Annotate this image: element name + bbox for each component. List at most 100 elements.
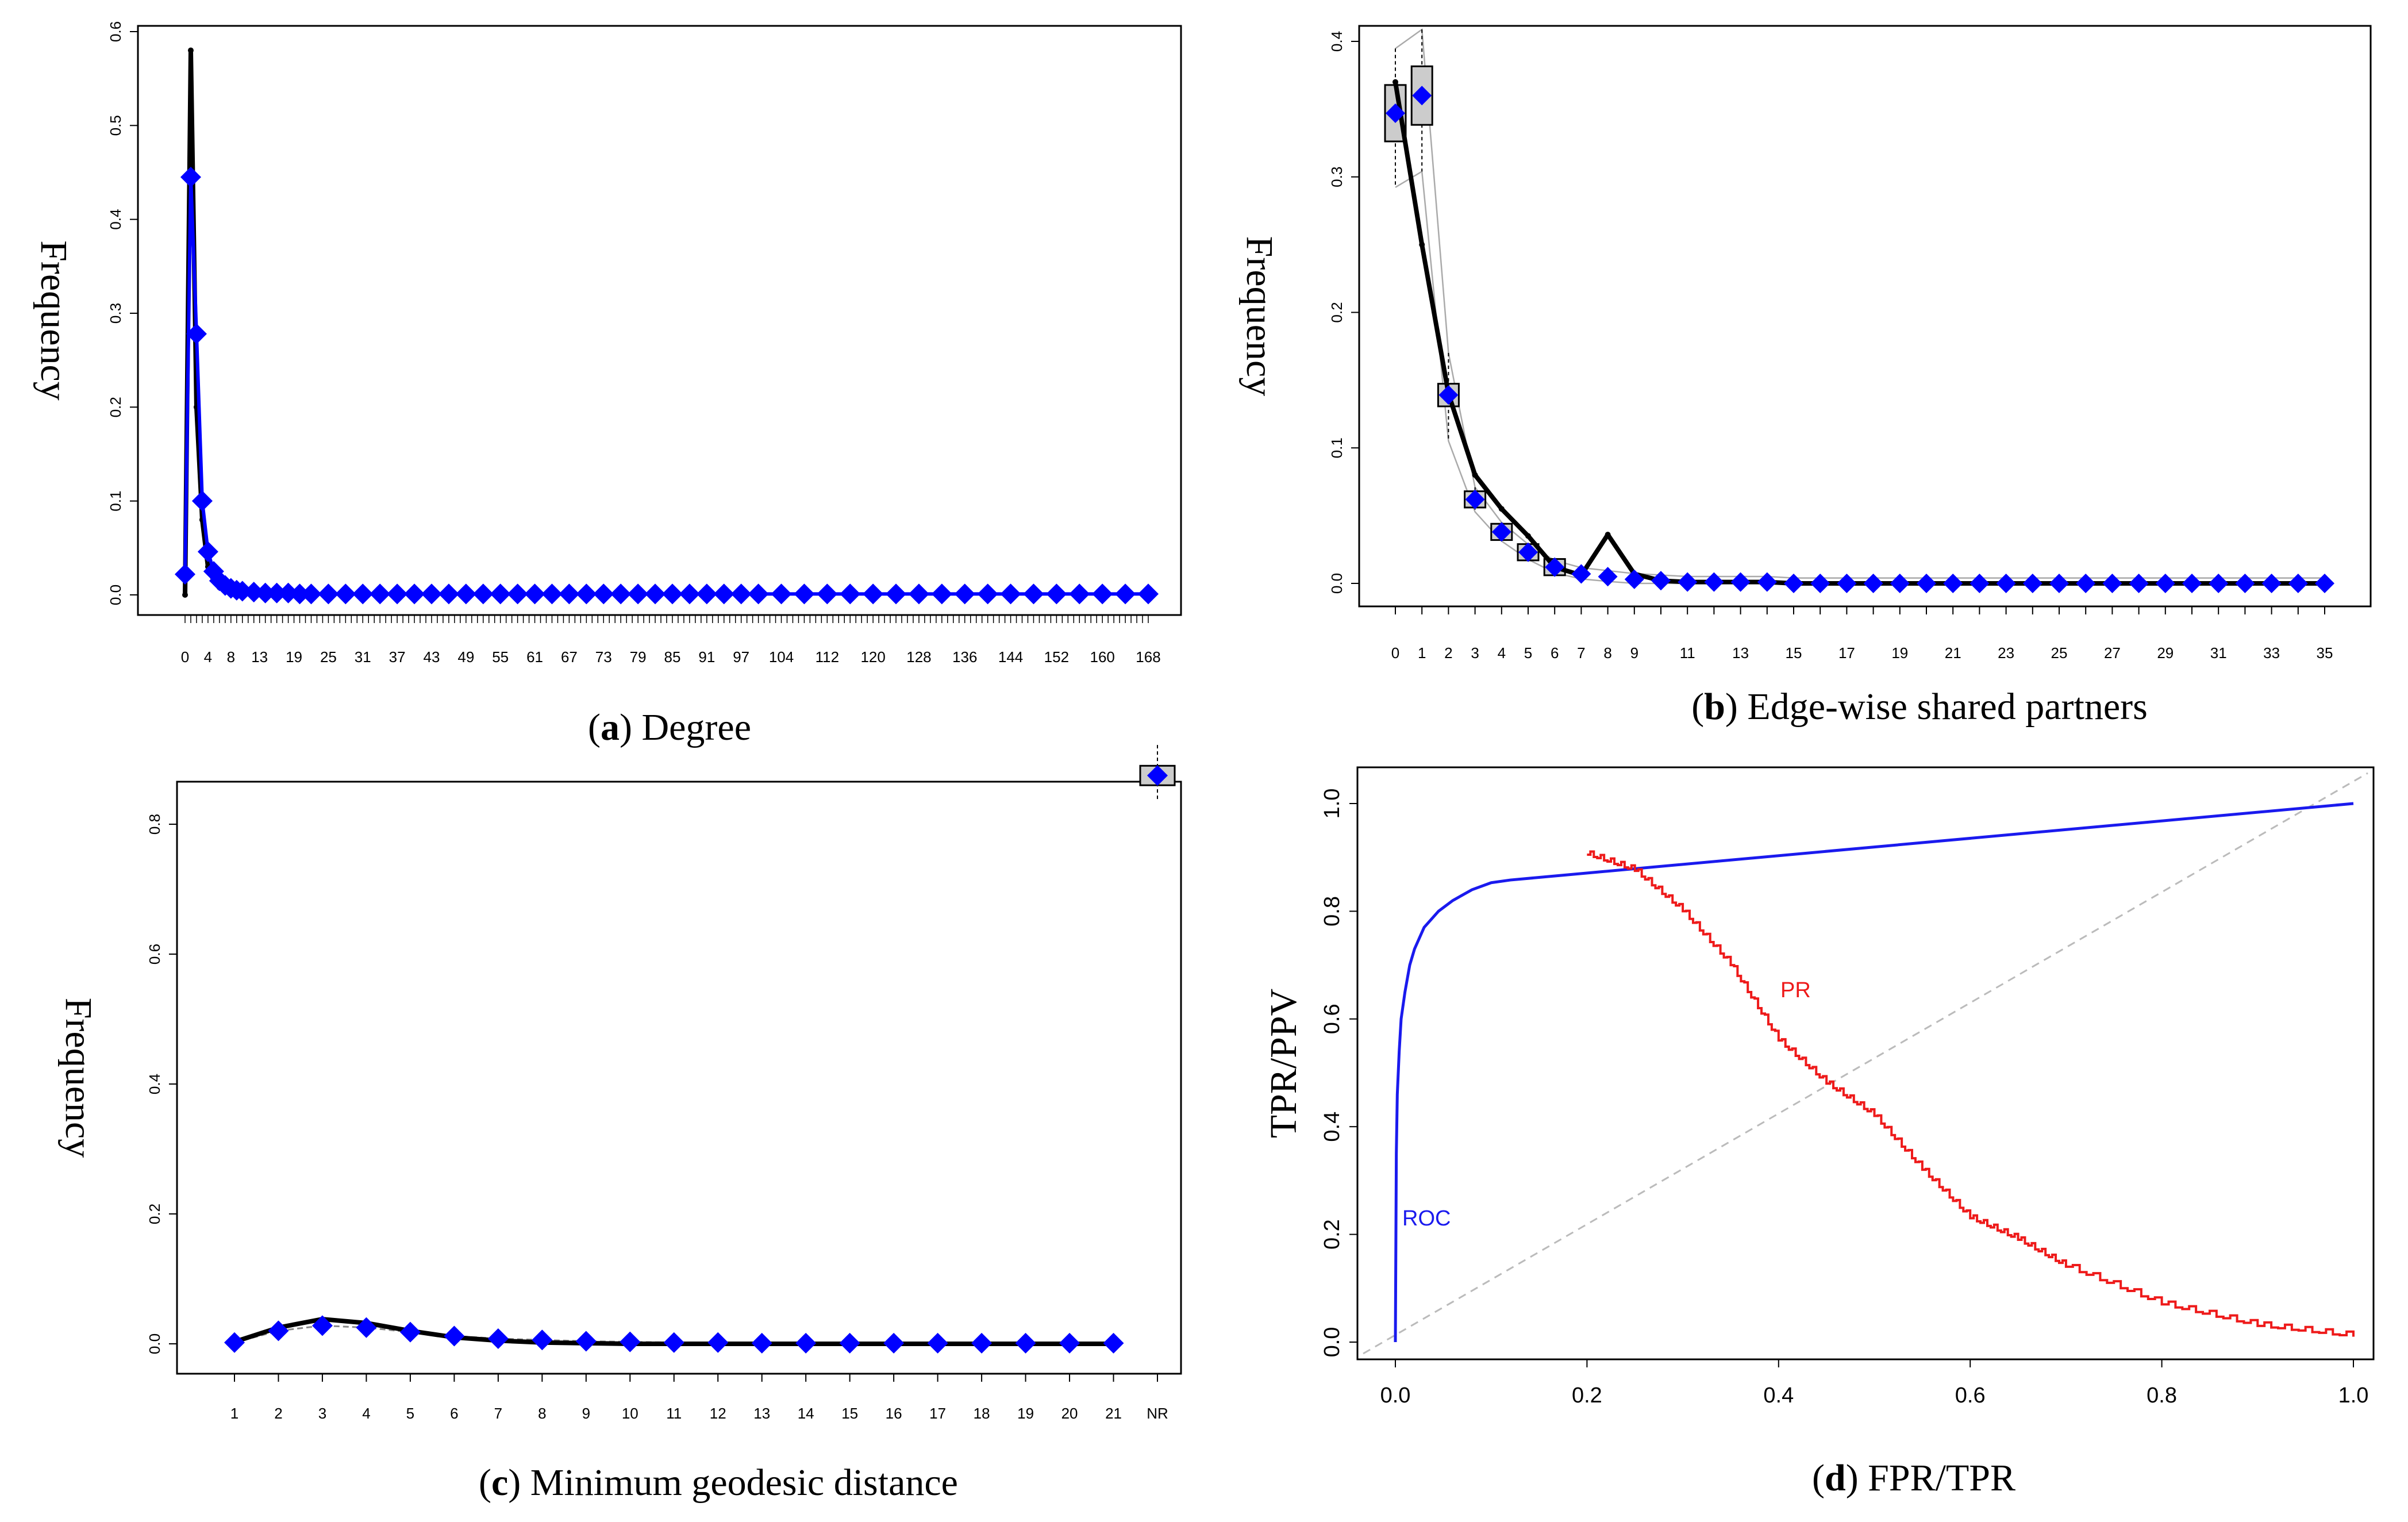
simulated-point-c (399, 1321, 421, 1343)
x-tick-label-c: 18 (974, 1405, 990, 1422)
y-tick-label-c: 0.0 (146, 1333, 163, 1354)
y-tick-label-c: 0.4 (146, 1074, 163, 1094)
caption-d: (d) FPR/TPR (1811, 1457, 2016, 1499)
x-tick-label-c: 13 (753, 1405, 770, 1422)
simulated-point-c (532, 1329, 553, 1351)
x-tick-label-a: 85 (664, 648, 681, 666)
simulated-point-a (278, 582, 299, 604)
x-tick-label-a: 112 (816, 648, 839, 666)
x-tick-label-c: 3 (318, 1405, 326, 1422)
simulated-point-a (1115, 583, 1136, 605)
simulated-point-a (817, 583, 838, 605)
x-tick-label-a: 67 (561, 648, 578, 666)
simulated-point-b (1386, 103, 1405, 123)
roc-label-d: ROC (1402, 1206, 1451, 1231)
observed-point-a (182, 592, 188, 598)
y-tick-label-a: 0.5 (107, 115, 124, 136)
simulated-point-c (1015, 1332, 1036, 1354)
y-tick-label-d: 0.0 (1320, 1327, 1344, 1358)
simulated-point-b (1890, 574, 1910, 593)
simulated-point-a (186, 323, 207, 344)
simulated-point-c (268, 1320, 289, 1342)
simulated-point-b (2076, 574, 2096, 593)
y-tick-label-c: 0.8 (146, 814, 163, 835)
y-tick-label-a: 0.3 (107, 303, 124, 324)
pr-label-d: PR (1780, 978, 1811, 1002)
simulated-point-a (1092, 583, 1113, 605)
plot-frame-b (1358, 25, 2372, 608)
x-tick-label-b: 25 (2051, 644, 2068, 662)
simulated-point-b (1545, 557, 1565, 577)
y-tick-label-b: 0.3 (1328, 167, 1345, 187)
x-tick-label-a: 104 (769, 648, 794, 666)
simulated-point-a (1000, 583, 1021, 605)
simulated-point-a (931, 583, 952, 605)
y-tick-label-d: 0.4 (1320, 1112, 1344, 1142)
simulated-line-a (183, 177, 1148, 596)
simulated-point-b (2209, 574, 2229, 593)
simulated-point-a (713, 583, 734, 605)
simulated-point-a (977, 583, 998, 605)
simulated-point-c (971, 1332, 993, 1354)
simulated-point-a (771, 583, 792, 605)
simulated-point-b (2022, 574, 2042, 593)
simulated-point-b (1624, 569, 1644, 589)
y-axis-label-a: Frequency (33, 240, 75, 401)
x-tick-label-a: 91 (698, 648, 715, 666)
x-tick-label-a: 8 (227, 648, 235, 666)
x-tick-label-d: 0.0 (1380, 1383, 1411, 1408)
observed-point-b (1498, 506, 1505, 512)
simulated-point-b (1438, 385, 1459, 405)
x-tick-label-b: 33 (2263, 644, 2280, 662)
x-tick-label-c: 14 (798, 1405, 814, 1422)
simulated-point-a (490, 583, 511, 605)
simulated-point-b (1810, 574, 1830, 593)
envelope-upper-b (1395, 28, 2325, 579)
x-tick-label-b: 31 (2210, 644, 2227, 662)
x-tick-label-a: 13 (251, 648, 268, 666)
x-tick-label-c: 21 (1105, 1405, 1122, 1422)
simulated-point-a (266, 582, 287, 604)
plot-frame-d (1356, 766, 2375, 1360)
simulated-point-a (243, 582, 264, 603)
simulated-point-a (370, 583, 391, 605)
x-tick-label-c: 20 (1061, 1405, 1078, 1422)
simulated-point-b (1678, 572, 1698, 592)
simulated-point-b (1863, 574, 1883, 593)
x-tick-label-b: 35 (2317, 644, 2333, 662)
simulated-point-a (954, 583, 975, 605)
simulated-point-a (472, 583, 494, 605)
x-tick-label-b: 19 (1891, 644, 1908, 662)
x-tick-label-b: 5 (1524, 644, 1532, 662)
x-tick-label-a: 168 (1136, 648, 1160, 666)
x-tick-label-a: 61 (526, 648, 543, 666)
observed-point-b (1605, 532, 1611, 538)
x-tick-label-a: 19 (286, 648, 302, 666)
caption-c: (c) Minimum geodesic distance (479, 1462, 958, 1504)
simulated-point-a (191, 490, 213, 512)
x-tick-label-c: 11 (666, 1405, 682, 1422)
x-tick-label-b: 9 (1630, 644, 1638, 662)
observed-point-b (1393, 79, 1398, 85)
y-tick-label-b: 0.0 (1328, 573, 1345, 594)
x-tick-label-b: 3 (1471, 644, 1479, 662)
x-tick-label-d: 1.0 (2338, 1383, 2369, 1408)
y-tick-label-b: 0.1 (1328, 437, 1345, 458)
x-tick-label-b: 17 (1838, 644, 1855, 662)
simulated-point-a (679, 583, 700, 605)
x-tick-label-a: 120 (860, 648, 885, 666)
simulated-point-b (1704, 572, 1724, 592)
simulated-point-a (696, 583, 717, 605)
simulated-point-b (2129, 574, 2149, 593)
simulated-point-a (455, 583, 476, 605)
x-tick-label-a: 152 (1044, 648, 1069, 666)
x-tick-label-a: 25 (320, 648, 337, 666)
simulated-point-b (2049, 574, 2069, 593)
x-tick-label-b: 1 (1418, 644, 1426, 662)
x-tick-label-b: 8 (1603, 644, 1611, 662)
simulated-point-c (795, 1332, 817, 1354)
simulated-point-c (620, 1331, 641, 1352)
x-tick-label-b: 29 (2157, 644, 2174, 662)
simulated-point-c (1147, 765, 1168, 786)
